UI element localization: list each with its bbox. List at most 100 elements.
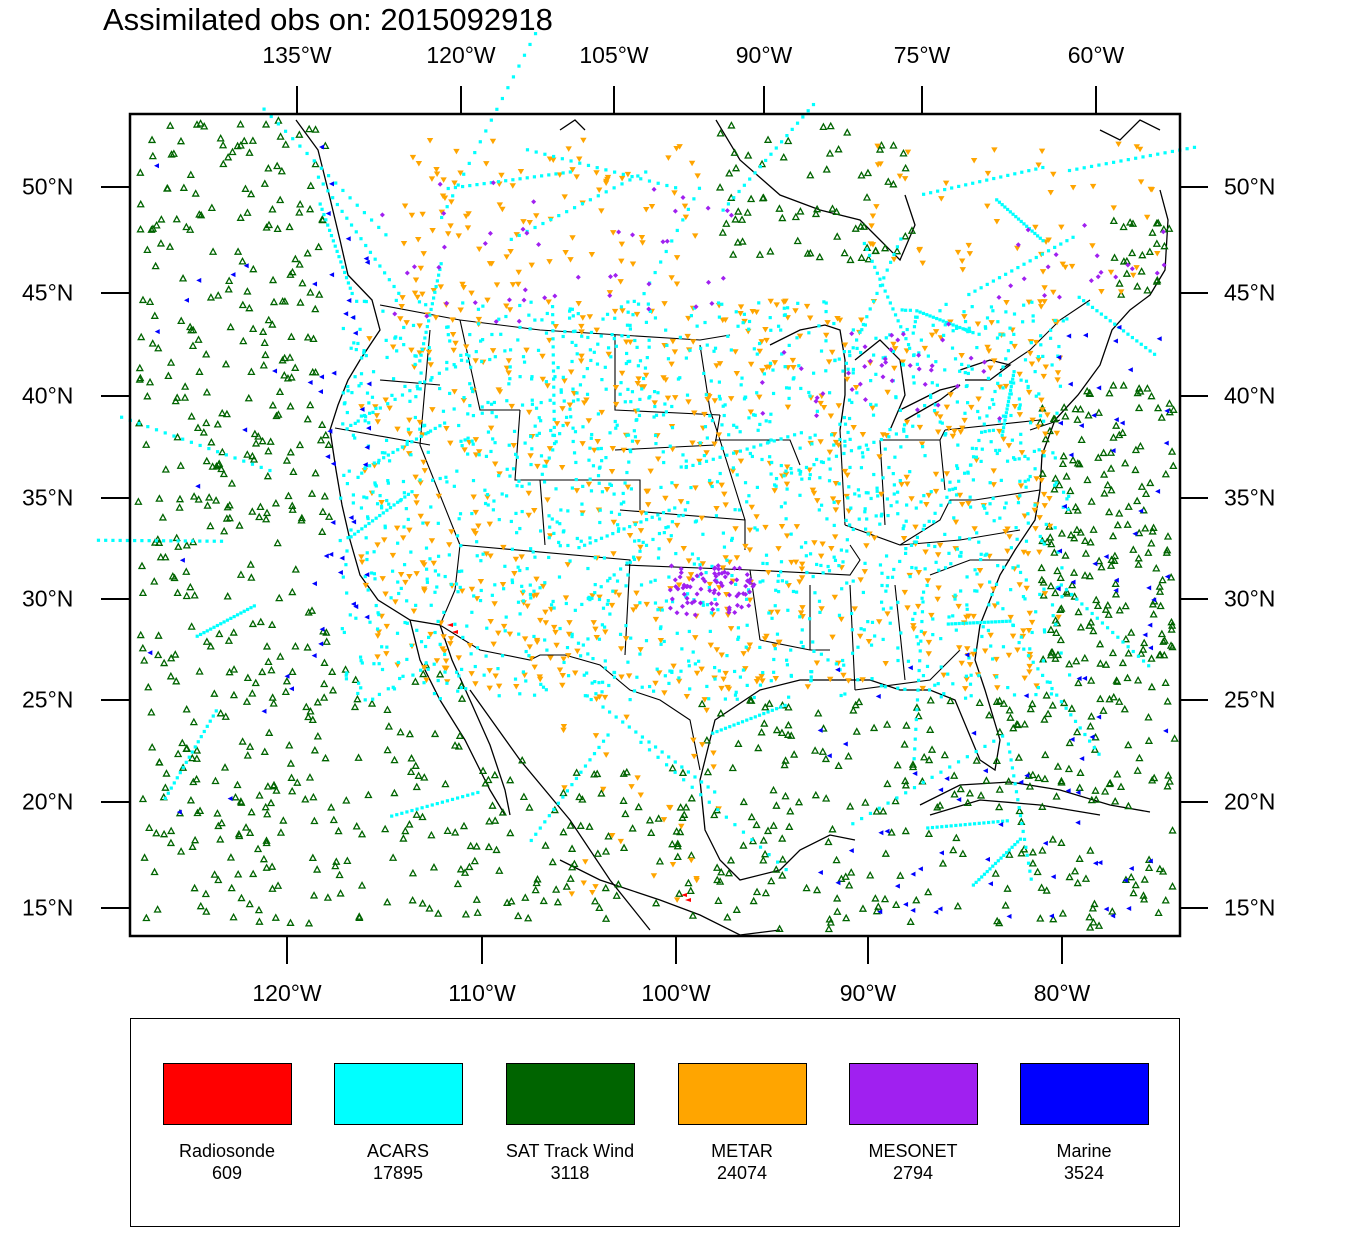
obs-marker xyxy=(1094,453,1103,461)
obs-marker xyxy=(384,233,388,237)
obs-marker xyxy=(516,318,522,324)
obs-marker xyxy=(942,333,946,337)
obs-marker xyxy=(670,520,674,524)
obs-marker xyxy=(552,606,556,610)
obs-marker xyxy=(885,584,889,588)
obs-marker xyxy=(330,461,336,467)
obs-marker xyxy=(120,415,124,419)
obs-marker xyxy=(977,416,982,420)
obs-marker xyxy=(421,660,431,669)
obs-marker xyxy=(996,859,1000,863)
obs-marker xyxy=(884,828,890,834)
obs-marker xyxy=(563,329,567,334)
obs-marker xyxy=(517,168,525,175)
obs-marker xyxy=(189,777,198,786)
obs-marker xyxy=(513,683,520,690)
obs-marker xyxy=(550,517,554,521)
obs-marker xyxy=(591,896,600,905)
obs-marker xyxy=(137,561,147,570)
obs-marker xyxy=(714,514,719,518)
obs-marker xyxy=(892,492,896,496)
obs-marker xyxy=(963,823,967,827)
obs-marker xyxy=(484,129,488,133)
obs-marker xyxy=(429,863,439,871)
obs-marker xyxy=(464,225,472,231)
obs-marker xyxy=(539,583,547,590)
obs-marker xyxy=(1049,914,1058,923)
obs-marker xyxy=(258,667,267,676)
obs-marker xyxy=(878,830,884,836)
obs-marker xyxy=(1053,483,1057,487)
obs-marker xyxy=(720,446,724,450)
obs-marker xyxy=(708,600,714,606)
obs-marker xyxy=(784,720,793,729)
obs-marker xyxy=(403,620,407,625)
obs-marker xyxy=(552,629,559,636)
obs-marker xyxy=(1042,542,1046,546)
obs-marker xyxy=(311,304,320,313)
obs-marker xyxy=(385,645,389,649)
obs-marker xyxy=(1105,626,1110,630)
obs-marker xyxy=(1092,860,1098,866)
obs-marker xyxy=(1113,677,1122,685)
obs-marker xyxy=(415,628,419,632)
legend-swatch-marine xyxy=(1019,1063,1149,1125)
obs-marker xyxy=(1113,520,1122,529)
obs-marker xyxy=(827,479,832,483)
obs-marker xyxy=(1069,184,1077,191)
obs-marker xyxy=(470,511,474,516)
obs-marker xyxy=(262,223,271,231)
obs-marker xyxy=(486,685,493,692)
obs-marker xyxy=(440,177,447,183)
obs-marker xyxy=(732,610,738,616)
obs-marker xyxy=(494,415,498,419)
obs-marker xyxy=(579,770,583,774)
obs-marker xyxy=(1040,450,1047,456)
obs-marker xyxy=(1034,255,1038,260)
obs-marker xyxy=(459,281,466,288)
obs-marker xyxy=(359,414,364,418)
obs-marker xyxy=(1107,269,1115,276)
obs-marker xyxy=(450,347,457,354)
obs-marker xyxy=(283,374,293,382)
obs-marker xyxy=(952,833,961,842)
obs-marker xyxy=(465,624,469,628)
obs-marker xyxy=(687,629,691,634)
obs-marker xyxy=(1050,874,1056,880)
obs-marker xyxy=(733,582,738,586)
obs-marker xyxy=(295,208,304,216)
obs-marker xyxy=(370,571,374,575)
obs-marker xyxy=(605,312,610,316)
obs-marker xyxy=(477,578,485,585)
obs-marker xyxy=(841,468,849,475)
obs-marker xyxy=(1108,907,1117,915)
obs-marker xyxy=(753,171,757,175)
obs-marker xyxy=(559,827,568,836)
obs-marker xyxy=(203,501,212,509)
obs-marker xyxy=(776,860,780,864)
obs-marker xyxy=(990,468,997,474)
obs-marker xyxy=(608,612,612,616)
obs-marker xyxy=(372,461,376,465)
obs-marker xyxy=(813,660,821,667)
obs-marker xyxy=(438,209,446,216)
obs-marker xyxy=(757,727,766,736)
obs-marker xyxy=(879,514,883,518)
obs-marker xyxy=(872,472,876,477)
obs-marker xyxy=(157,215,166,223)
obs-marker xyxy=(436,264,442,270)
obs-marker xyxy=(1014,526,1018,530)
obs-marker xyxy=(615,579,620,583)
obs-marker xyxy=(857,253,866,261)
obs-marker xyxy=(590,681,594,685)
obs-marker xyxy=(552,425,556,430)
obs-marker xyxy=(559,390,563,394)
obs-marker xyxy=(1112,338,1118,344)
obs-marker xyxy=(848,848,854,854)
obs-marker xyxy=(363,524,368,528)
obs-marker xyxy=(568,309,572,313)
obs-marker xyxy=(202,729,206,734)
obs-marker xyxy=(1003,299,1010,306)
obs-marker xyxy=(489,138,497,145)
obs-marker xyxy=(844,518,848,522)
